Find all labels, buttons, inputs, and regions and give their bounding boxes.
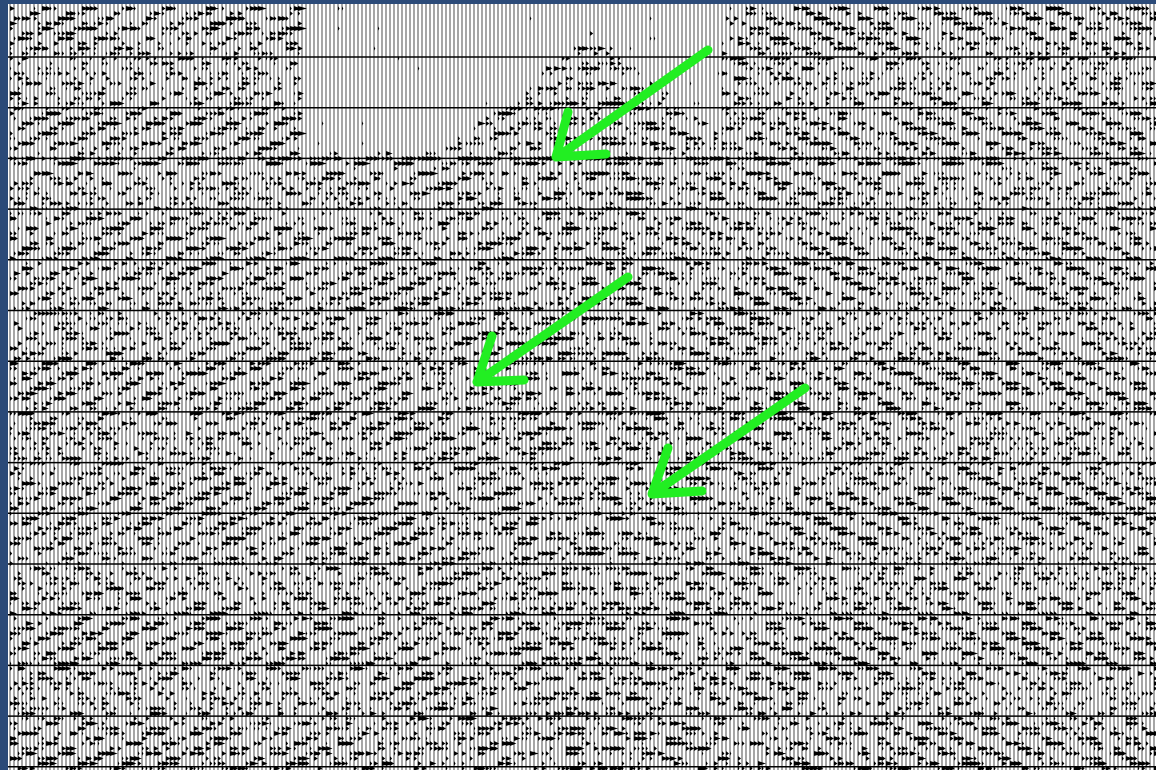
page: (() => { const data = JSON.parse(documen…: [0, 0, 1156, 770]
seismic-view: [0, 0, 1156, 770]
